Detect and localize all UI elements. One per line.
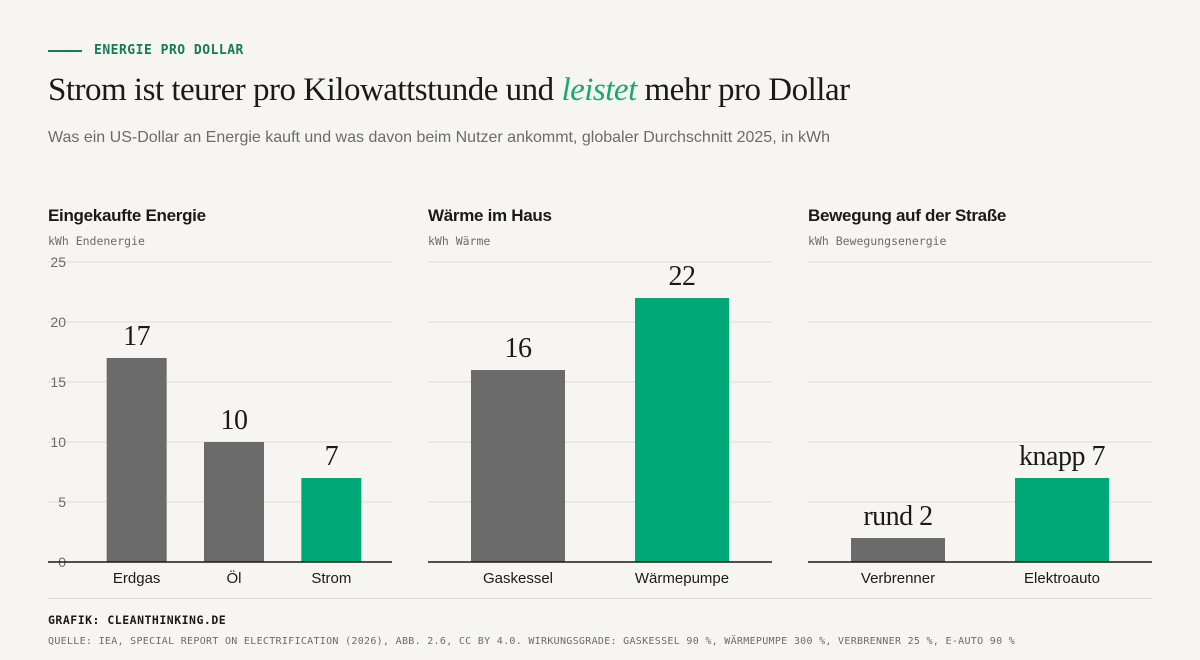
category-label: Erdgas bbox=[113, 570, 161, 587]
data-label: 16 bbox=[505, 333, 533, 364]
category-label: Gaskessel bbox=[483, 570, 553, 587]
panel-unit-label: kWh Bewegungsenergie bbox=[808, 234, 947, 248]
y-tick-label: 10 bbox=[50, 434, 66, 450]
category-label: Strom bbox=[311, 570, 351, 587]
panel-bewegung-auf-der-strasse: Bewegung auf der Straße kWh Bewegungsene… bbox=[808, 200, 1152, 587]
y-tick-label: 5 bbox=[58, 494, 66, 510]
y-tick-label: 20 bbox=[50, 314, 66, 330]
bar-erdgas bbox=[106, 358, 167, 562]
headline-part-before: Strom ist teurer pro Kilowattstunde und bbox=[48, 72, 562, 108]
bar-chart-waerme-im-haus: 16 Gaskessel 22 Wärmepumpe bbox=[428, 261, 772, 587]
data-label: 10 bbox=[221, 405, 248, 436]
data-label: rund 2 bbox=[863, 501, 932, 532]
data-label: 7 bbox=[325, 441, 339, 472]
footer-divider bbox=[48, 598, 1152, 599]
bar-öl bbox=[204, 442, 264, 562]
kicker-rule bbox=[48, 49, 82, 52]
category-label: Wärmepumpe bbox=[635, 570, 729, 587]
data-label: knapp 7 bbox=[1019, 441, 1105, 472]
panel-title: Eingekaufte Energie bbox=[48, 206, 206, 225]
category-label: Öl bbox=[227, 569, 242, 587]
panel-eingekaufte-energie: Eingekaufte Energie kWh Endenergie 0 5 10 1… bbox=[48, 200, 392, 587]
category-label: Elektroauto bbox=[1024, 570, 1100, 587]
bar-strom bbox=[301, 478, 362, 562]
data-label: 22 bbox=[669, 261, 696, 292]
y-tick-label: 15 bbox=[50, 374, 66, 390]
headline-part-after: mehr pro Dollar bbox=[636, 72, 851, 108]
headline-emphasis: leistet bbox=[561, 72, 637, 108]
bar-elektroauto bbox=[1015, 478, 1109, 562]
panel-title: Wärme im Haus bbox=[428, 206, 552, 225]
panel-unit-label: kWh Endenergie bbox=[48, 234, 145, 248]
kicker: ENERGIE PRO DOLLAR bbox=[48, 43, 244, 58]
chart-subtitle: Was ein US-Dollar an Energie kauft und w… bbox=[48, 129, 830, 146]
bar-chart-bewegung-auf-der-strasse: rund 2 Verbrenner knapp 7 Elektroauto bbox=[808, 261, 1152, 587]
footer-credit: GRAFIK: CLEANTHINKING.DE bbox=[48, 613, 227, 627]
kicker-text: ENERGIE PRO DOLLAR bbox=[94, 43, 244, 58]
y-tick-label: 25 bbox=[50, 254, 66, 270]
data-label: 17 bbox=[123, 321, 150, 352]
footer-source: QUELLE: IEA, SPECIAL REPORT ON ELECTRIFI… bbox=[48, 636, 1016, 647]
panel-waerme-im-haus: Wärme im Haus kWh Wärme 16 Gaskessel 22 Wär… bbox=[428, 200, 772, 587]
bar-gaskessel bbox=[471, 370, 565, 562]
bar-wärmepumpe bbox=[635, 298, 729, 562]
category-label: Verbrenner bbox=[861, 570, 935, 587]
bar-verbrenner bbox=[851, 538, 945, 562]
chart-headline: Strom ist teurer pro Kilowattstunde und … bbox=[48, 72, 850, 109]
panel-unit-label: kWh Wärme bbox=[428, 234, 491, 248]
panel-title: Bewegung auf der Straße bbox=[808, 206, 1007, 225]
